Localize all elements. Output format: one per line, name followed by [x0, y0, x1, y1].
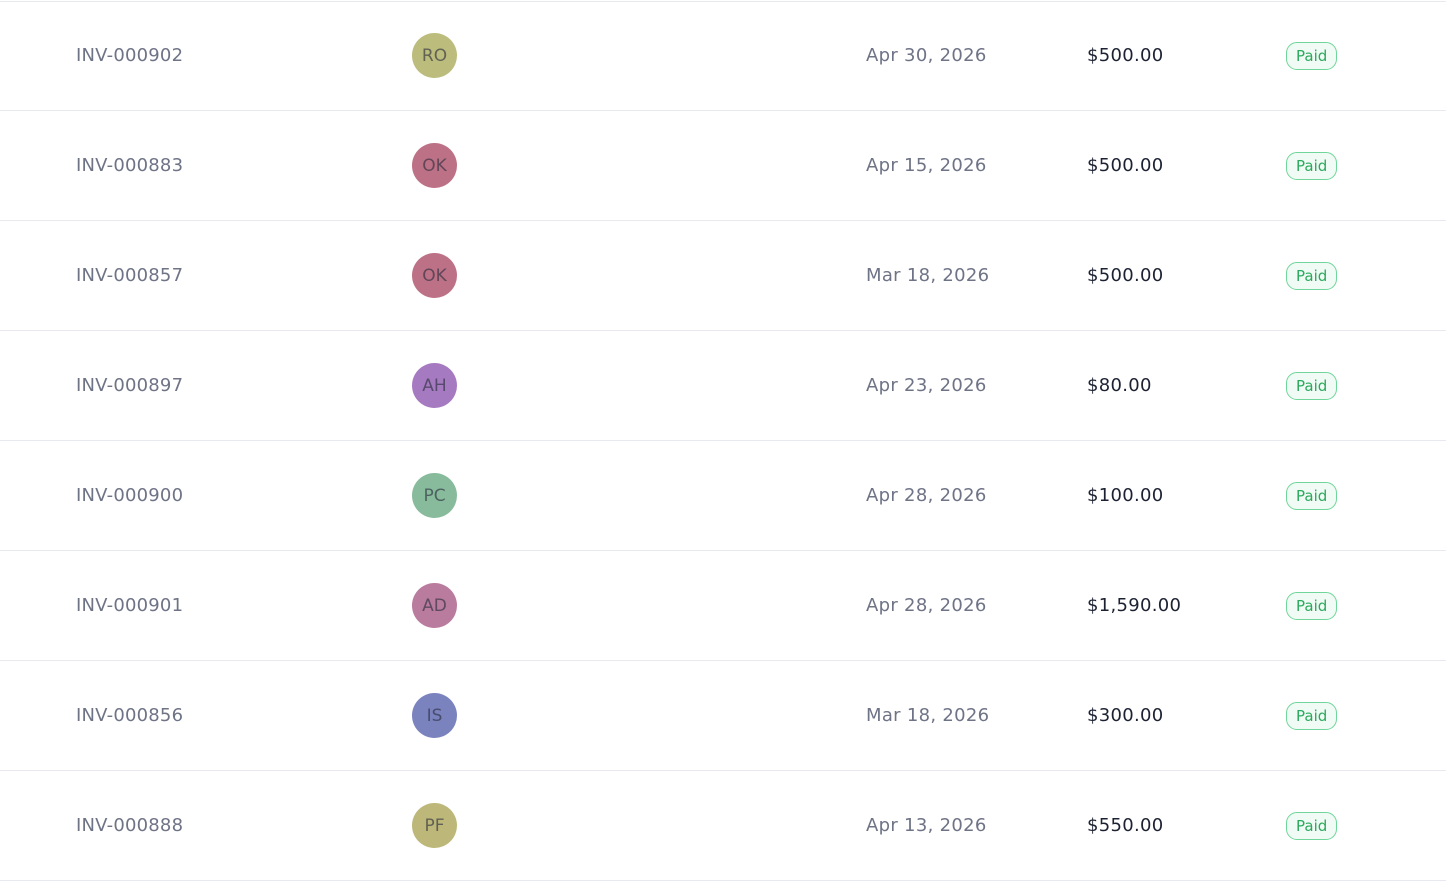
invoice-date: Apr 13, 2026: [866, 815, 987, 836]
invoice-status-cell: Paid: [1286, 221, 1338, 330]
invoice-number[interactable]: INV-000883: [76, 155, 184, 176]
invoice-date-cell: Apr 30, 2026: [866, 1, 987, 110]
invoice-amount: $500.00: [1087, 155, 1164, 176]
customer-cell: IS: [412, 661, 457, 770]
customer-cell: PC: [412, 441, 457, 550]
invoice-number[interactable]: INV-000888: [76, 815, 184, 836]
customer-avatar[interactable]: IS: [412, 693, 457, 738]
invoice-date-cell: Mar 18, 2026: [866, 661, 989, 770]
invoice-amount: $550.00: [1087, 815, 1164, 836]
customer-cell: OK: [412, 221, 457, 330]
invoice-amount-cell: $500.00: [1087, 221, 1164, 330]
invoice-amount-cell: $550.00: [1087, 771, 1164, 880]
invoice-amount: $100.00: [1087, 485, 1164, 506]
invoice-date-cell: Apr 28, 2026: [866, 551, 987, 660]
customer-cell: OK: [412, 111, 457, 220]
invoice-amount: $500.00: [1087, 265, 1164, 286]
invoice-status-cell: Paid: [1286, 661, 1338, 770]
invoice-number-cell: INV-000901: [76, 551, 183, 660]
invoice-number-cell: INV-000857: [76, 221, 183, 330]
invoice-number[interactable]: INV-000857: [76, 265, 184, 286]
table-row[interactable]: INV-000901 AD Apr 28, 2026 $1,590.00 Pai…: [0, 551, 1446, 661]
customer-cell: RO: [412, 1, 457, 110]
table-top-divider: [0, 1, 1446, 2]
invoice-number-cell: INV-000897: [76, 331, 183, 440]
status-badge: Paid: [1286, 151, 1338, 180]
customer-avatar[interactable]: AH: [412, 363, 457, 408]
invoice-amount-cell: $300.00: [1087, 661, 1164, 770]
invoice-date: Apr 28, 2026: [866, 485, 987, 506]
invoice-date: Apr 28, 2026: [866, 595, 987, 616]
status-badge: Paid: [1286, 811, 1338, 840]
invoice-date: Mar 18, 2026: [866, 265, 990, 286]
invoice-amount: $500.00: [1087, 45, 1164, 66]
invoice-number[interactable]: INV-000897: [76, 375, 184, 396]
invoice-date: Mar 18, 2026: [866, 705, 990, 726]
customer-avatar[interactable]: PC: [412, 473, 457, 518]
customer-cell: AH: [412, 331, 457, 440]
invoice-date-cell: Apr 15, 2026: [866, 111, 987, 220]
status-badge: Paid: [1286, 261, 1338, 290]
invoice-number-cell: INV-000902: [76, 1, 183, 110]
customer-cell: AD: [412, 551, 457, 660]
invoice-status-cell: Paid: [1286, 551, 1338, 660]
invoice-date: Apr 15, 2026: [866, 155, 987, 176]
table-row[interactable]: INV-000888 PF Apr 13, 2026 $550.00 Paid: [0, 771, 1446, 881]
customer-avatar[interactable]: AD: [412, 583, 457, 628]
invoice-status-cell: Paid: [1286, 441, 1338, 550]
invoice-amount-cell: $100.00: [1087, 441, 1164, 550]
table-row[interactable]: INV-000856 IS Mar 18, 2026 $300.00 Paid: [0, 661, 1446, 771]
invoice-number[interactable]: INV-000901: [76, 595, 184, 616]
invoice-number-cell: INV-000888: [76, 771, 183, 880]
status-badge: Paid: [1286, 41, 1338, 70]
invoice-amount: $1,590.00: [1087, 595, 1182, 616]
invoice-number-cell: INV-000883: [76, 111, 183, 220]
invoice-amount-cell: $500.00: [1087, 111, 1164, 220]
invoice-status-cell: Paid: [1286, 331, 1338, 440]
invoice-number[interactable]: INV-000902: [76, 45, 184, 66]
status-badge: Paid: [1286, 701, 1338, 730]
invoice-status-cell: Paid: [1286, 771, 1338, 880]
table-row[interactable]: INV-000902 RO Apr 30, 2026 $500.00 Paid: [0, 1, 1446, 111]
invoice-date-cell: Apr 23, 2026: [866, 331, 987, 440]
invoice-date-cell: Mar 18, 2026: [866, 221, 989, 330]
invoice-number-cell: INV-000856: [76, 661, 183, 770]
invoice-number-cell: INV-000900: [76, 441, 183, 550]
invoice-number[interactable]: INV-000856: [76, 705, 184, 726]
invoice-amount: $300.00: [1087, 705, 1164, 726]
invoice-status-cell: Paid: [1286, 111, 1338, 220]
invoice-amount: $80.00: [1087, 375, 1152, 396]
table-row[interactable]: INV-000883 OK Apr 15, 2026 $500.00 Paid: [0, 111, 1446, 221]
customer-avatar[interactable]: RO: [412, 33, 457, 78]
customer-avatar[interactable]: OK: [412, 143, 457, 188]
table-row[interactable]: INV-000897 AH Apr 23, 2026 $80.00 Paid: [0, 331, 1446, 441]
invoice-number[interactable]: INV-000900: [76, 485, 184, 506]
status-badge: Paid: [1286, 371, 1338, 400]
table-row[interactable]: INV-000900 PC Apr 28, 2026 $100.00 Paid: [0, 441, 1446, 551]
invoice-amount-cell: $80.00: [1087, 331, 1152, 440]
invoice-amount-cell: $1,590.00: [1087, 551, 1181, 660]
invoice-amount-cell: $500.00: [1087, 1, 1164, 110]
status-badge: Paid: [1286, 481, 1338, 510]
customer-cell: PF: [412, 771, 457, 880]
invoice-date-cell: Apr 13, 2026: [866, 771, 987, 880]
customer-avatar[interactable]: OK: [412, 253, 457, 298]
invoice-date: Apr 30, 2026: [866, 45, 987, 66]
invoice-status-cell: Paid: [1286, 1, 1338, 110]
status-badge: Paid: [1286, 591, 1338, 620]
invoice-date-cell: Apr 28, 2026: [866, 441, 987, 550]
customer-avatar[interactable]: PF: [412, 803, 457, 848]
table-row[interactable]: INV-000857 OK Mar 18, 2026 $500.00 Paid: [0, 221, 1446, 331]
invoice-date: Apr 23, 2026: [866, 375, 987, 396]
